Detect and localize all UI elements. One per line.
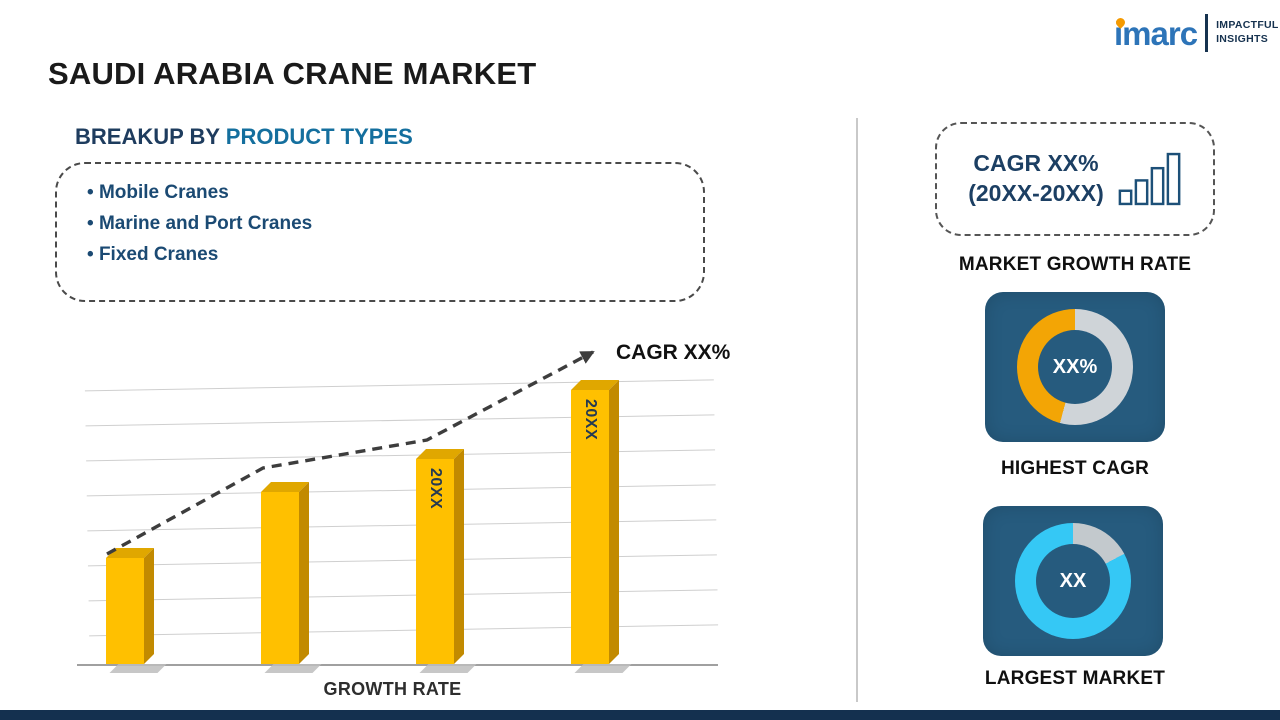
section-divider [856,118,858,702]
bar-floor-shadow [574,664,632,673]
chart-bar [106,558,167,673]
footer-bar [0,710,1280,720]
tagline-line2: INSIGHTS [1216,33,1269,45]
heading-highlight: PRODUCT TYPES [225,124,413,149]
heading-prefix: BREAKUP BY [75,124,226,149]
page-title: SAUDI ARABIA CRANE MARKET [48,56,537,91]
logo-divider [1205,14,1209,52]
cagr-box-line2: (20XX-20XX) [968,180,1104,206]
chart-bar: 20XX [571,390,632,673]
product-type-item: Marine and Port Cranes [87,208,703,239]
product-types-list: Mobile CranesMarine and Port CranesFixed… [87,177,703,270]
imarc-logo: imarc IMPACTFUL INSIGHTS [1114,14,1279,52]
highest-cagr-value: XX% [1038,330,1112,404]
logo-tagline: IMPACTFUL INSIGHTS [1216,19,1279,46]
imarc-logo-text: imarc [1114,14,1198,52]
chart-baseline [77,664,718,666]
largest-market-label: LARGEST MARKET [984,668,1166,689]
cagr-box-text: CAGR XX% (20XX-20XX) [968,149,1104,209]
chart-bar [261,492,322,673]
tagline-line1: IMPACTFUL [1216,19,1279,32]
cagr-box: CAGR XX% (20XX-20XX) [935,122,1215,236]
chart-bar: 20XX [416,459,477,673]
product-type-item: Mobile Cranes [87,177,703,208]
brand-wordmark: imarc [1114,14,1198,52]
market-growth-rate-label: MARKET GROWTH RATE [958,254,1192,275]
bar-floor-shadow [109,664,167,673]
bar-label: 20XX [427,468,444,510]
bar-chart-icon [1118,152,1181,206]
chart-bars: 20XX 20XX [65,340,720,675]
bar-label: 20XX [582,399,599,441]
largest-market-value: XX [1036,544,1110,618]
highest-cagr-tile: XX% [985,292,1165,442]
largest-market-donut: XX [1015,523,1131,639]
growth-chart: 20XX 20XX [65,340,720,675]
cagr-box-line1: CAGR XX% [973,150,1099,177]
product-types-box: Mobile CranesMarine and Port CranesFixed… [55,162,705,302]
product-type-item: Fixed Cranes [87,239,703,270]
section-heading: BREAKUP BY PRODUCT TYPES [75,124,413,150]
largest-market-tile: XX [983,506,1163,656]
bar-floor-shadow [419,664,477,673]
cagr-annotation: CAGR XX% [616,341,731,364]
highest-cagr-donut: XX% [1017,309,1133,425]
bar-floor-shadow [264,664,322,673]
highest-cagr-label: HIGHEST CAGR [1000,458,1150,479]
x-axis-label: GROWTH RATE [323,679,462,699]
